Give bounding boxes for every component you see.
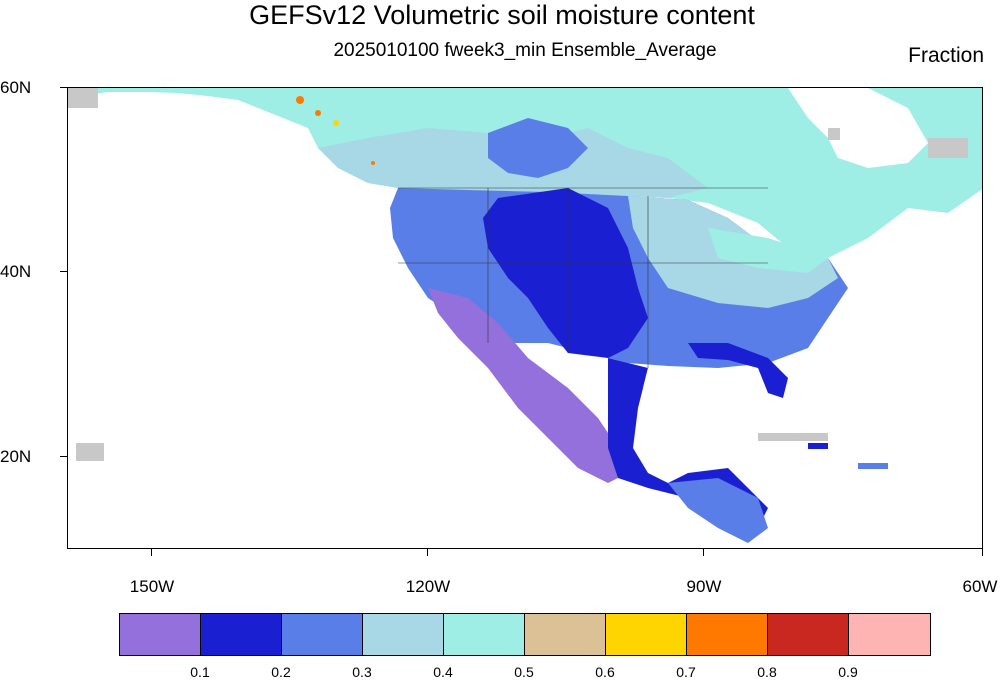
lon-label-120w: 120W [405, 577, 451, 596]
soil-moisture-map [67, 87, 983, 549]
colorbar-label: 0.8 [757, 664, 777, 680]
colorbar [119, 613, 931, 656]
colorbar-box [525, 614, 606, 655]
alaska-hotspot [333, 120, 339, 126]
caribbean-island [858, 463, 888, 469]
caribbean-island [808, 443, 828, 449]
alaska-hotspot [296, 96, 304, 104]
tick [427, 549, 428, 556]
canada-blue-patch [488, 118, 588, 178]
great-lakes-cyan [708, 228, 828, 273]
lon-label-150w: 150W [129, 577, 175, 596]
colorbar-label: 0.5 [514, 664, 534, 680]
tick [703, 549, 704, 556]
tick [982, 549, 983, 556]
tick [60, 87, 67, 88]
map-title: GEFSv12 Volumetric soil moisture content [249, 0, 755, 30]
alaska-hotspot [315, 110, 321, 116]
alaska-hotspot [371, 161, 375, 165]
colorbar-box [120, 614, 201, 655]
colorbar-box [201, 614, 282, 655]
caribbean-island [758, 433, 828, 441]
central-america [668, 478, 768, 543]
southeast-dark [688, 343, 788, 398]
colorbar-label: 0.6 [595, 664, 615, 680]
gulf-of-mexico [643, 368, 758, 453]
colorbar-label: 0.3 [352, 664, 372, 680]
hawaii-island [76, 443, 104, 461]
political-borders [398, 187, 768, 368]
colorbar-box [606, 614, 687, 655]
lon-label-90w: 90W [686, 577, 722, 596]
map-canvas [68, 88, 982, 543]
tick [60, 456, 67, 457]
colorbar-label: 0.2 [271, 664, 291, 680]
missing-data [928, 138, 968, 158]
colorbar-box [768, 614, 849, 655]
colorbar-box [282, 614, 363, 655]
southwest-purple [428, 288, 628, 483]
missing-data [68, 88, 98, 108]
colorbar-label: 0.1 [190, 664, 210, 680]
tick [151, 549, 152, 556]
colorbar-label: 0.4 [433, 664, 453, 680]
tick [60, 271, 67, 272]
us-dark-core [483, 188, 648, 358]
hudson-bay [788, 88, 928, 168]
lat-label-40n: 40N [0, 262, 32, 281]
units-label: Fraction [908, 44, 984, 67]
lat-label-20n: 20N [0, 447, 32, 466]
colorbar-label: 0.9 [838, 664, 858, 680]
map-subtitle: 2025010100 fweek3_min Ensemble_Average [333, 40, 717, 61]
colorbar-box [849, 614, 930, 655]
lat-label-60n: 60N [0, 78, 32, 97]
colorbar-box [363, 614, 444, 655]
colorbar-label: 0.7 [676, 664, 696, 680]
colorbar-box [444, 614, 525, 655]
colorbar-box [687, 614, 768, 655]
missing-data [828, 128, 840, 140]
lon-label-60w: 60W [962, 577, 998, 596]
